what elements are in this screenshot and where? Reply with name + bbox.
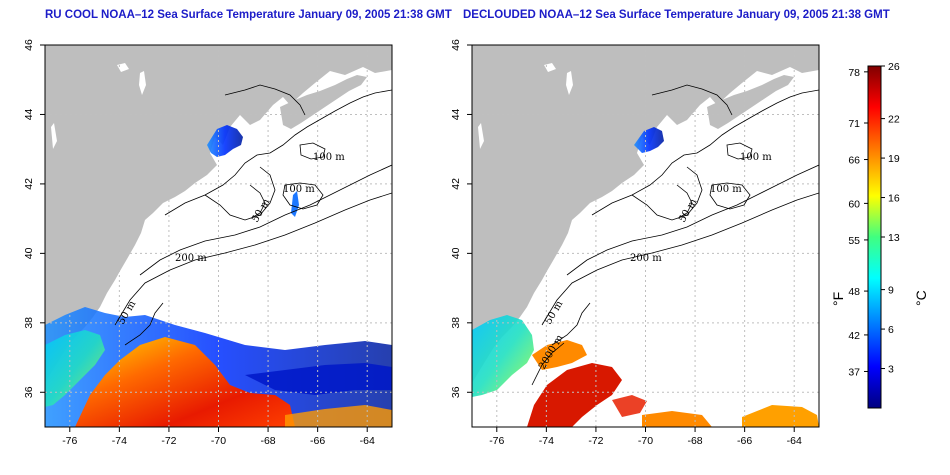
axis-ticks: -76 -74 -72 -70 -68 -66 -64 36 38 40 42 44 46 bbox=[450, 39, 802, 447]
lat-tick-label: 42 bbox=[23, 178, 35, 190]
lon-tick-label: -64 bbox=[787, 435, 802, 447]
lat-tick-label: 40 bbox=[450, 247, 462, 259]
sst-gulf-of-maine-patch bbox=[634, 127, 664, 153]
lon-tick-label: -68 bbox=[687, 435, 702, 447]
nova-scotia-land bbox=[707, 75, 794, 129]
sst-east-warm-streak bbox=[285, 405, 392, 427]
axis-ticks: -76 -74 -72 -70 -68 -66 -64 36 38 40 42 44 46 bbox=[23, 39, 375, 447]
sst-warm-slope-patch bbox=[532, 340, 587, 370]
sst-east-warm-streak bbox=[642, 411, 712, 427]
lat-tick-label: 36 bbox=[23, 386, 35, 398]
sst-gulf-stream-patch bbox=[75, 337, 295, 427]
lat-tick-label: 38 bbox=[450, 317, 462, 329]
contour-label-100m-georges: 100 m bbox=[283, 184, 315, 195]
fahrenheit-unit-label: °F bbox=[830, 292, 846, 306]
colorbar-gradient bbox=[867, 65, 882, 409]
nova-scotia-land bbox=[280, 75, 367, 129]
lon-tick-label: -66 bbox=[737, 435, 752, 447]
right-panel-title: DECLOUDED NOAA–12 Sea Surface Temperatur… bbox=[463, 9, 890, 21]
lat-tick-label: 44 bbox=[450, 108, 462, 120]
lake bbox=[478, 123, 484, 149]
celsius-unit-label: °C bbox=[913, 290, 929, 306]
lon-tick-label: -68 bbox=[260, 435, 275, 447]
fahrenheit-tick-label: 37 bbox=[848, 366, 860, 378]
lake bbox=[544, 63, 556, 72]
lon-tick-label: -74 bbox=[539, 435, 554, 447]
fahrenheit-tick-label: 71 bbox=[848, 118, 860, 130]
contour-label-200m: 200 m bbox=[175, 253, 207, 264]
temperature-colorbar: 26 22 19 16 13 9 6 3 78 71 66 60 55 48 42 37 °F °C bbox=[830, 61, 929, 409]
lat-tick-label: 40 bbox=[23, 247, 35, 259]
lake bbox=[566, 71, 573, 95]
lon-tick-label: -76 bbox=[62, 435, 77, 447]
lon-tick-label: -70 bbox=[211, 435, 226, 447]
left-map-panel: 100 m 100 m 50 m 200 m 50 m -76 -74 -72 -70… bbox=[23, 39, 393, 447]
sst-east-cold-band bbox=[245, 363, 392, 395]
lat-lon-grid bbox=[45, 45, 392, 427]
sst-gulf-of-maine-patch bbox=[207, 125, 243, 157]
lat-tick-label: 46 bbox=[23, 39, 35, 51]
lake bbox=[139, 71, 146, 95]
right-map-panel: 100 m 100 m 50 m 200 m 50 m 2000 m -76 -7… bbox=[450, 39, 820, 447]
contour-label-100m-east: 100 m bbox=[313, 152, 345, 163]
land-mass bbox=[45, 45, 392, 383]
sst-shelf-patch bbox=[472, 315, 534, 397]
sst-east-warm-streak bbox=[742, 405, 819, 427]
celsius-tick-label: 22 bbox=[888, 114, 900, 126]
lat-tick-label: 36 bbox=[450, 386, 462, 398]
lon-tick-label: -74 bbox=[112, 435, 127, 447]
lat-tick-label: 44 bbox=[23, 108, 35, 120]
fahrenheit-tick-label: 42 bbox=[848, 330, 860, 342]
fahrenheit-tick-label: 55 bbox=[848, 235, 860, 247]
celsius-tick-label: 6 bbox=[888, 324, 894, 336]
lat-tick-label: 46 bbox=[450, 39, 462, 51]
fahrenheit-tick-label: 78 bbox=[848, 67, 860, 79]
lake bbox=[117, 63, 129, 72]
celsius-tick-label: 26 bbox=[888, 61, 900, 73]
contour-label-100m-georges: 100 m bbox=[710, 184, 742, 195]
lon-tick-label: -76 bbox=[489, 435, 504, 447]
sst-gulf-stream-eddies bbox=[612, 395, 647, 417]
left-panel-title: RU COOL NOAA–12 Sea Surface Temperature … bbox=[45, 9, 452, 21]
bathymetry-contours bbox=[114, 84, 392, 346]
lon-tick-label: -72 bbox=[161, 435, 176, 447]
celsius-tick-label: 19 bbox=[888, 153, 900, 165]
lon-tick-label: -72 bbox=[588, 435, 603, 447]
contour-label-200m: 200 m bbox=[630, 253, 662, 264]
celsius-tick-label: 16 bbox=[888, 193, 900, 205]
lat-lon-grid bbox=[472, 45, 819, 427]
fahrenheit-tick-label: 48 bbox=[848, 286, 860, 298]
contour-label-100m-east: 100 m bbox=[740, 152, 772, 163]
fahrenheit-tick-label: 66 bbox=[848, 155, 860, 167]
lon-tick-label: -64 bbox=[360, 435, 375, 447]
lat-tick-label: 38 bbox=[23, 317, 35, 329]
fahrenheit-tick-label: 60 bbox=[848, 198, 860, 210]
lat-tick-label: 42 bbox=[450, 178, 462, 190]
celsius-tick-label: 13 bbox=[888, 232, 900, 244]
lon-tick-label: -66 bbox=[310, 435, 325, 447]
sst-shelf-patch bbox=[45, 330, 105, 407]
colorbar-ticks: 26 22 19 16 13 9 6 3 78 71 66 60 55 48 42 37 bbox=[848, 61, 900, 378]
celsius-tick-label: 3 bbox=[888, 364, 894, 376]
land-mass bbox=[472, 45, 819, 383]
celsius-tick-label: 9 bbox=[888, 285, 894, 297]
sst-gulf-stream-patch bbox=[527, 363, 622, 427]
bathymetry-contours bbox=[531, 84, 819, 386]
lon-tick-label: -70 bbox=[638, 435, 653, 447]
lake bbox=[51, 123, 57, 149]
